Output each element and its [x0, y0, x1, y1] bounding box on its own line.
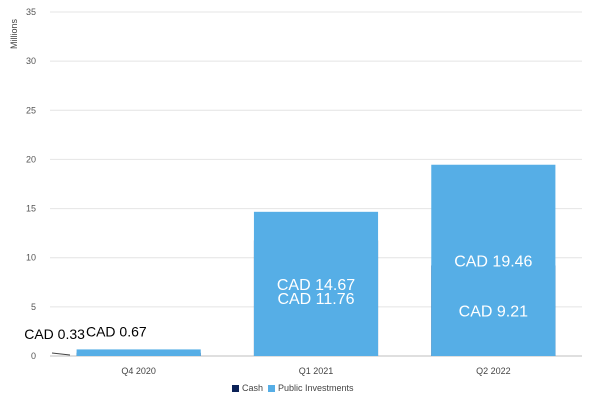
data-label: CAD 0.67 — [86, 323, 147, 339]
legend-swatch-public-investments — [268, 385, 275, 392]
x-axis-categories: Q4 2020 Q1 2021 Q2 2022 — [121, 366, 510, 376]
y-tick-label: 35 — [26, 7, 36, 17]
legend-label: Public Investments — [278, 383, 354, 393]
y-tick-label: 30 — [26, 56, 36, 66]
y-tick-label: 0 — [31, 351, 36, 361]
legend-swatch-cash — [232, 385, 239, 392]
data-label: CAD 14.67 — [277, 277, 355, 294]
x-category-label: Q1 2021 — [299, 366, 334, 376]
y-tick-label: 15 — [26, 204, 36, 214]
label-leader-line — [51, 352, 71, 356]
bar-public-investments-0 — [76, 349, 201, 356]
y-tick-label: 20 — [26, 154, 36, 164]
data-label: CAD 19.46 — [454, 253, 532, 270]
y-tick-label: 5 — [31, 302, 36, 312]
legend: Cash Public Investments — [232, 383, 354, 393]
y-axis-title: Millions — [9, 19, 19, 50]
y-tick-label: 25 — [26, 105, 36, 115]
bar-public-investments-2 — [431, 164, 556, 356]
x-category-label: Q2 2022 — [476, 366, 511, 376]
y-tick-label: 10 — [26, 253, 36, 263]
data-label: CAD 0.33 — [24, 326, 85, 342]
legend-label: Cash — [242, 383, 263, 393]
bars — [76, 164, 556, 356]
data-label: CAD 11.76 — [277, 291, 354, 308]
bar-public-investments-1 — [253, 211, 379, 356]
y-axis-ticks: 0 5 10 15 20 25 30 35 — [26, 7, 36, 361]
x-category-label: Q4 2020 — [121, 366, 156, 376]
data-label: CAD 9.21 — [459, 304, 528, 321]
